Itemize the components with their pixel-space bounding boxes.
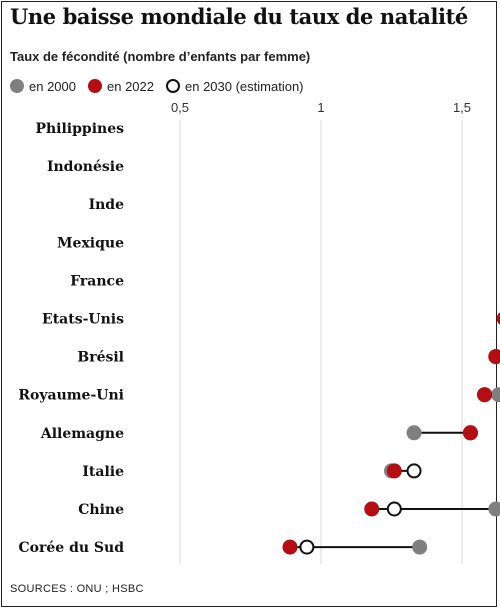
point-2022 xyxy=(496,312,500,325)
category-label: Philippines xyxy=(35,121,124,137)
category-label: Corée du Sud xyxy=(19,540,125,556)
point-2000 xyxy=(406,425,422,441)
point-2022 xyxy=(488,349,500,365)
legend-label-2030: en 2030 (estimation) xyxy=(185,78,304,94)
point-2000 xyxy=(412,539,428,555)
point-2022 xyxy=(282,539,298,555)
legend-label-2000: en 2000 xyxy=(29,78,76,94)
category-label: Indonésie xyxy=(47,159,124,175)
chart-subtitle: Taux de fécondité (nombre d’enfants par … xyxy=(10,49,311,64)
category-label: Royaume-Uni xyxy=(18,388,124,404)
x-tick-label: 1 xyxy=(317,100,324,115)
legend-swatch-red xyxy=(88,79,102,93)
point-2030 xyxy=(406,463,422,479)
chart-title: Une baisse mondiale du taux de natalité xyxy=(10,4,468,29)
legend-swatch-hollow xyxy=(166,79,180,93)
point-2022 xyxy=(364,501,380,517)
x-tick-label: 1,5 xyxy=(453,100,471,115)
point-2030 xyxy=(386,501,402,517)
legend-item-2030: en 2030 (estimation) xyxy=(166,79,304,94)
x-tick-label: 0,5 xyxy=(171,100,189,115)
point-2030 xyxy=(299,539,315,555)
legend-swatch-gray xyxy=(10,79,24,93)
legend: en 2000 en 2022 en 2030 (estimation) xyxy=(10,76,316,96)
point-2022 xyxy=(477,387,493,403)
category-label: Chine xyxy=(78,502,124,518)
legend-item-2000: en 2000 xyxy=(10,79,76,94)
legend-item-2022: en 2022 xyxy=(88,79,154,94)
category-label: Inde xyxy=(89,197,125,213)
point-2022 xyxy=(386,463,402,479)
category-label: Italie xyxy=(82,464,124,480)
category-label: France xyxy=(70,273,124,289)
category-label: Mexique xyxy=(57,235,124,251)
point-2000 xyxy=(488,501,500,517)
category-label: Brésil xyxy=(77,350,124,366)
category-label: Etats-Unis xyxy=(42,312,124,328)
point-2000 xyxy=(491,387,500,403)
source-note: SOURCES : ONU ; HSBC xyxy=(10,583,144,595)
point-2022 xyxy=(462,425,478,441)
category-label: Allemagne xyxy=(40,426,124,442)
legend-label-2022: en 2022 xyxy=(107,78,154,94)
